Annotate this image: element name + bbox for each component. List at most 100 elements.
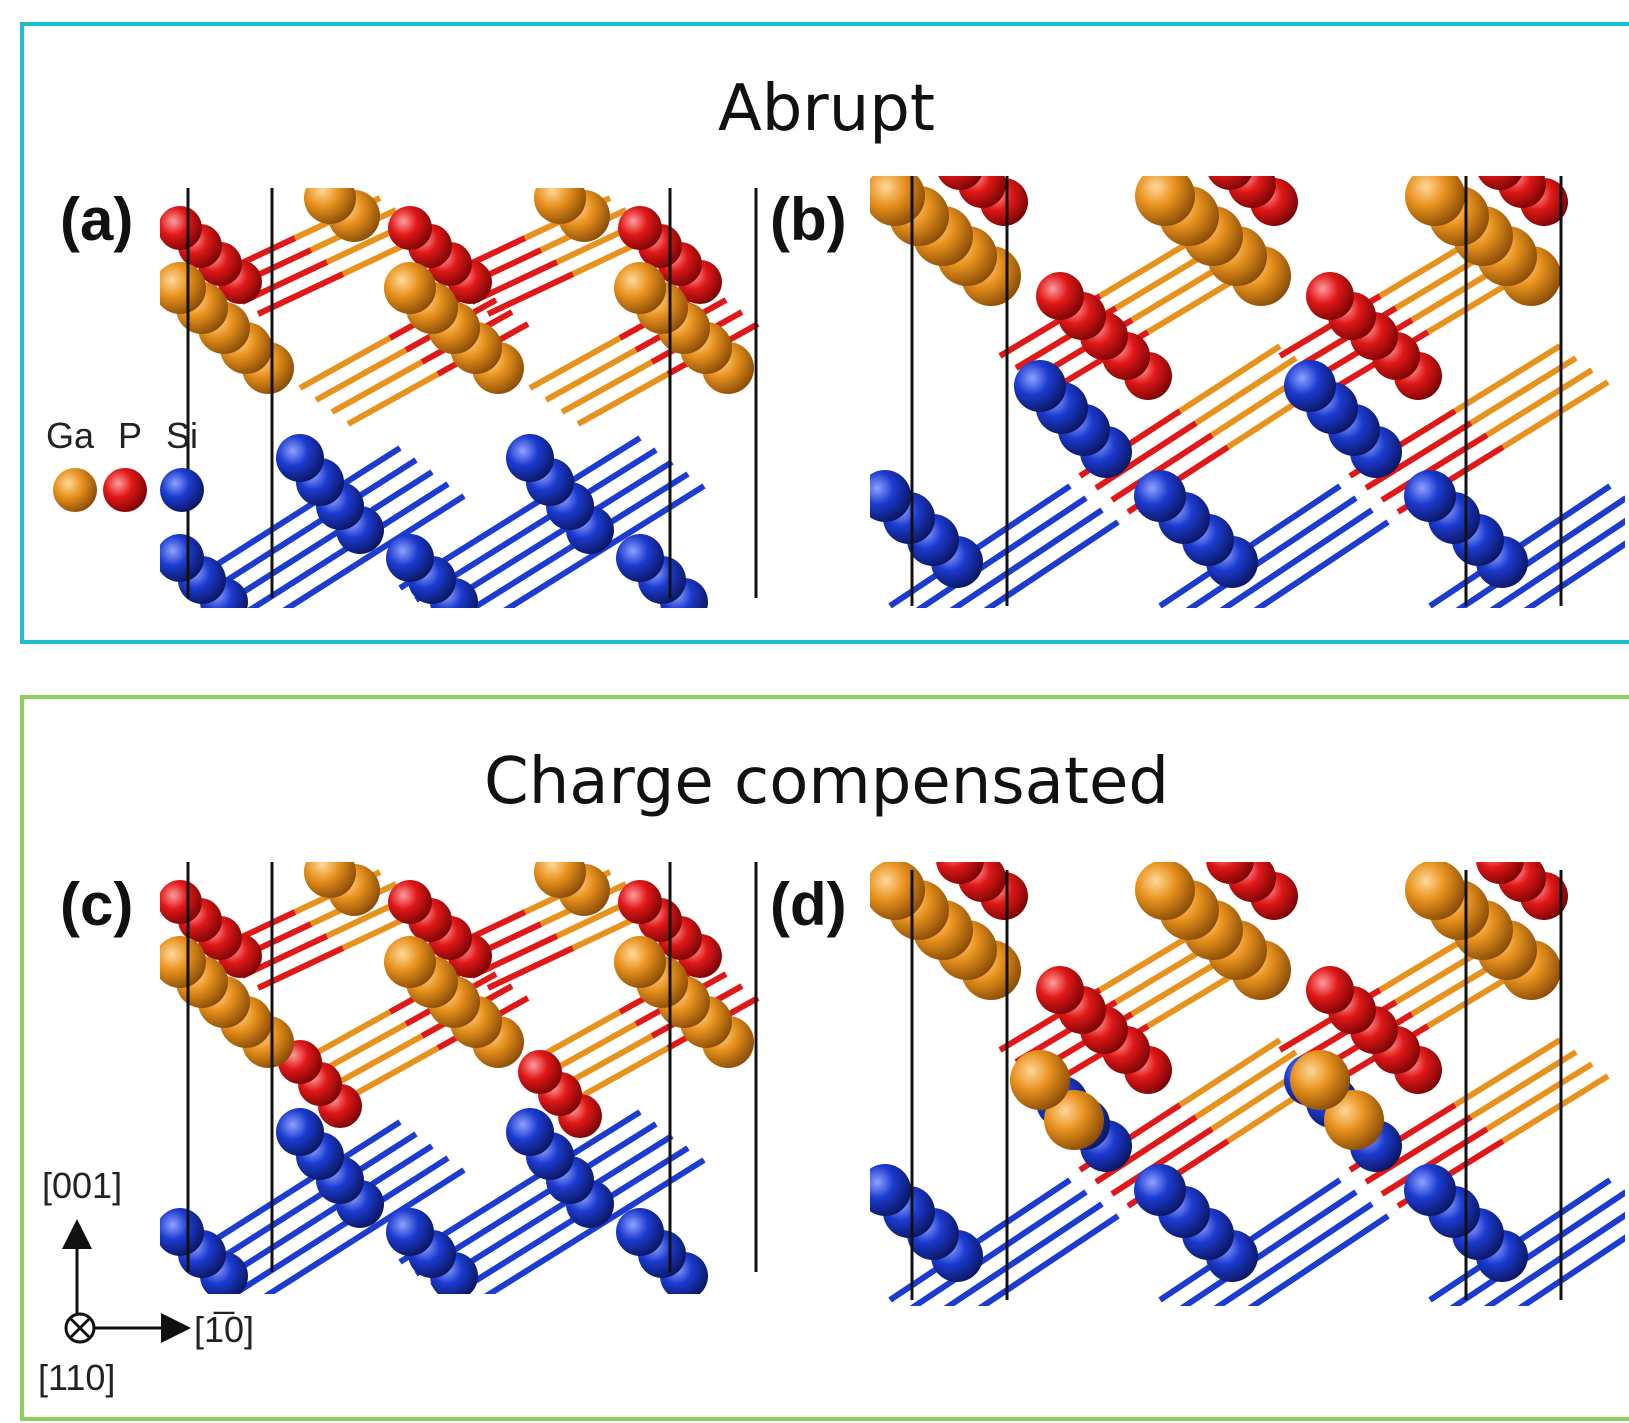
- bond: [1469, 1049, 1578, 1120]
- ga-atom: [160, 262, 206, 314]
- bond: [486, 271, 575, 317]
- bond: [1280, 507, 1374, 573]
- p-atom: [1306, 272, 1354, 320]
- ga-atom: [1044, 1090, 1104, 1150]
- si-atom: [870, 470, 911, 522]
- bond: [1248, 483, 1342, 549]
- charge-compensated-panel-frame: Charge compensated: [20, 695, 1629, 1421]
- panel-label-a: (a): [60, 186, 133, 253]
- si-atom: [1134, 470, 1186, 522]
- ga-atom: [1135, 176, 1195, 226]
- ga-atom: [304, 188, 356, 224]
- p-atom: [1306, 966, 1354, 1014]
- bond: [1026, 519, 1120, 585]
- bond: [1247, 1273, 1300, 1306]
- bond: [1110, 1126, 1214, 1197]
- bond: [503, 558, 586, 608]
- ga-atom: [304, 862, 356, 898]
- p-atom: [936, 862, 984, 884]
- bond: [1364, 420, 1473, 491]
- bond: [994, 495, 1088, 561]
- ga-atom: [870, 176, 925, 226]
- si-atom: [1014, 360, 1066, 412]
- p-atom: [518, 1050, 562, 1094]
- bond: [467, 546, 570, 608]
- bond: [1296, 519, 1390, 585]
- bond: [1010, 507, 1104, 573]
- bond: [314, 347, 408, 403]
- si-atom: [1404, 470, 1456, 522]
- legend-ga-atom-icon: [53, 468, 97, 512]
- into-page-cross-2: [68, 1316, 92, 1340]
- axis-label-1-10: [1̅0]: [194, 1309, 254, 1350]
- bond: [1264, 495, 1358, 561]
- bond: [1098, 233, 1202, 299]
- si-atom: [616, 534, 664, 582]
- bond: [298, 335, 392, 391]
- bond: [486, 945, 575, 991]
- bond: [978, 483, 1072, 549]
- ga-atom: [160, 936, 206, 988]
- bond: [1518, 483, 1612, 549]
- bond: [1518, 1177, 1612, 1243]
- si-atom: [160, 534, 204, 582]
- ga-atom: [384, 936, 436, 988]
- bond: [346, 371, 440, 427]
- bond: [1534, 495, 1625, 561]
- bond: [994, 1189, 1088, 1255]
- ga-atom: [1135, 862, 1195, 920]
- p-atom: [388, 206, 432, 250]
- bond: [1453, 1037, 1562, 1108]
- element-legend: Ga P Si: [46, 415, 204, 512]
- bond: [228, 1225, 340, 1294]
- bond: [1213, 1261, 1284, 1306]
- bond: [1010, 1201, 1104, 1267]
- ga-atom: [534, 862, 586, 898]
- bond: [1550, 1211, 1625, 1267]
- si-atom: [276, 434, 324, 482]
- bond: [977, 1273, 1030, 1306]
- bond: [528, 335, 622, 391]
- ga-atom: [534, 188, 586, 224]
- ga-atom: [1290, 1050, 1350, 1110]
- bond: [1489, 567, 1554, 608]
- si-atom: [386, 1208, 434, 1256]
- structure-panel-b: [870, 176, 1625, 608]
- si-atom: [1404, 1164, 1456, 1216]
- bond: [330, 359, 424, 415]
- bond: [1380, 1126, 1489, 1197]
- structure-panel-d: [870, 862, 1625, 1306]
- legend-p-atom-icon: [103, 468, 147, 512]
- bond: [1483, 1261, 1554, 1306]
- bond: [949, 567, 1014, 608]
- si-atom: [506, 1108, 554, 1156]
- bond: [1253, 579, 1300, 608]
- bond: [1523, 579, 1570, 608]
- ga-atom: [870, 862, 925, 920]
- p-atom: [160, 206, 202, 250]
- p-atom: [1208, 176, 1252, 190]
- bond: [978, 1177, 1072, 1243]
- bond: [1098, 927, 1202, 993]
- abrupt-title: Abrupt: [718, 72, 935, 146]
- legend-si-atom-icon: [160, 468, 204, 512]
- bond: [330, 1033, 424, 1089]
- bond: [1026, 1213, 1120, 1279]
- panel-label-c: (c): [60, 871, 133, 938]
- legend-label-si: Si: [166, 415, 198, 456]
- p-atom: [1478, 176, 1522, 190]
- p-atom: [1476, 862, 1524, 884]
- bond: [247, 551, 340, 608]
- bond: [1194, 1049, 1298, 1120]
- bond: [1178, 343, 1282, 414]
- bond: [1485, 367, 1594, 438]
- bond: [352, 493, 466, 569]
- crystal-axes: [001] [1̅0] [110]: [38, 1165, 254, 1398]
- bond: [1194, 355, 1298, 426]
- bond: [943, 1261, 1014, 1306]
- bond: [983, 579, 1030, 608]
- bond: [352, 1167, 466, 1243]
- bond: [1501, 379, 1610, 450]
- legend-label-ga: Ga: [46, 415, 95, 456]
- si-atom: [160, 1208, 204, 1256]
